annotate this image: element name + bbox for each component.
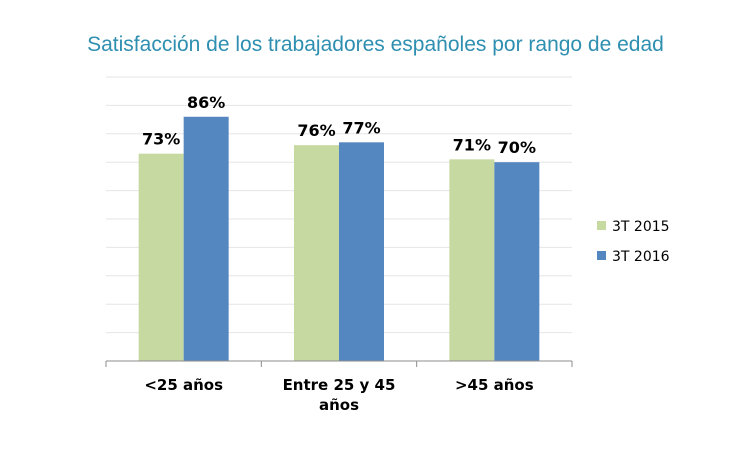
legend: 3T 2015 3T 2016 bbox=[597, 219, 670, 265]
legend-label: 3T 2015 bbox=[612, 219, 670, 235]
bar-3t-2016-1 bbox=[339, 142, 384, 361]
legend-swatch bbox=[597, 221, 606, 230]
x-axis bbox=[105, 360, 573, 367]
x-tick-label: Entre 25 y 45 años bbox=[283, 376, 396, 414]
data-label: 73% bbox=[142, 130, 180, 149]
data-label: 70% bbox=[498, 138, 536, 157]
data-label: 77% bbox=[342, 118, 380, 137]
bar-3t-2015-0 bbox=[138, 153, 184, 361]
bars bbox=[138, 116, 540, 361]
bar-3t-2016-0 bbox=[183, 116, 229, 361]
legend-label: 3T 2016 bbox=[612, 249, 670, 265]
data-label: 71% bbox=[453, 135, 491, 154]
x-tick-label: <25 años bbox=[144, 376, 223, 394]
x-tick-label: >45 años bbox=[455, 376, 534, 394]
bar-3t-2015-1 bbox=[294, 145, 339, 361]
data-labels: 73% 76% 71% 86% 77% 70% bbox=[142, 93, 536, 157]
legend-swatch bbox=[597, 251, 606, 260]
bar-3t-2015-2 bbox=[449, 159, 495, 361]
chart-title: Satisfacción de los trabajadores español… bbox=[87, 33, 664, 56]
data-label: 86% bbox=[187, 93, 225, 112]
bar-3t-2016-2 bbox=[494, 162, 540, 361]
x-tick-labels: <25 años Entre 25 y 45 años >45 años bbox=[144, 376, 533, 414]
data-label: 76% bbox=[297, 121, 335, 140]
